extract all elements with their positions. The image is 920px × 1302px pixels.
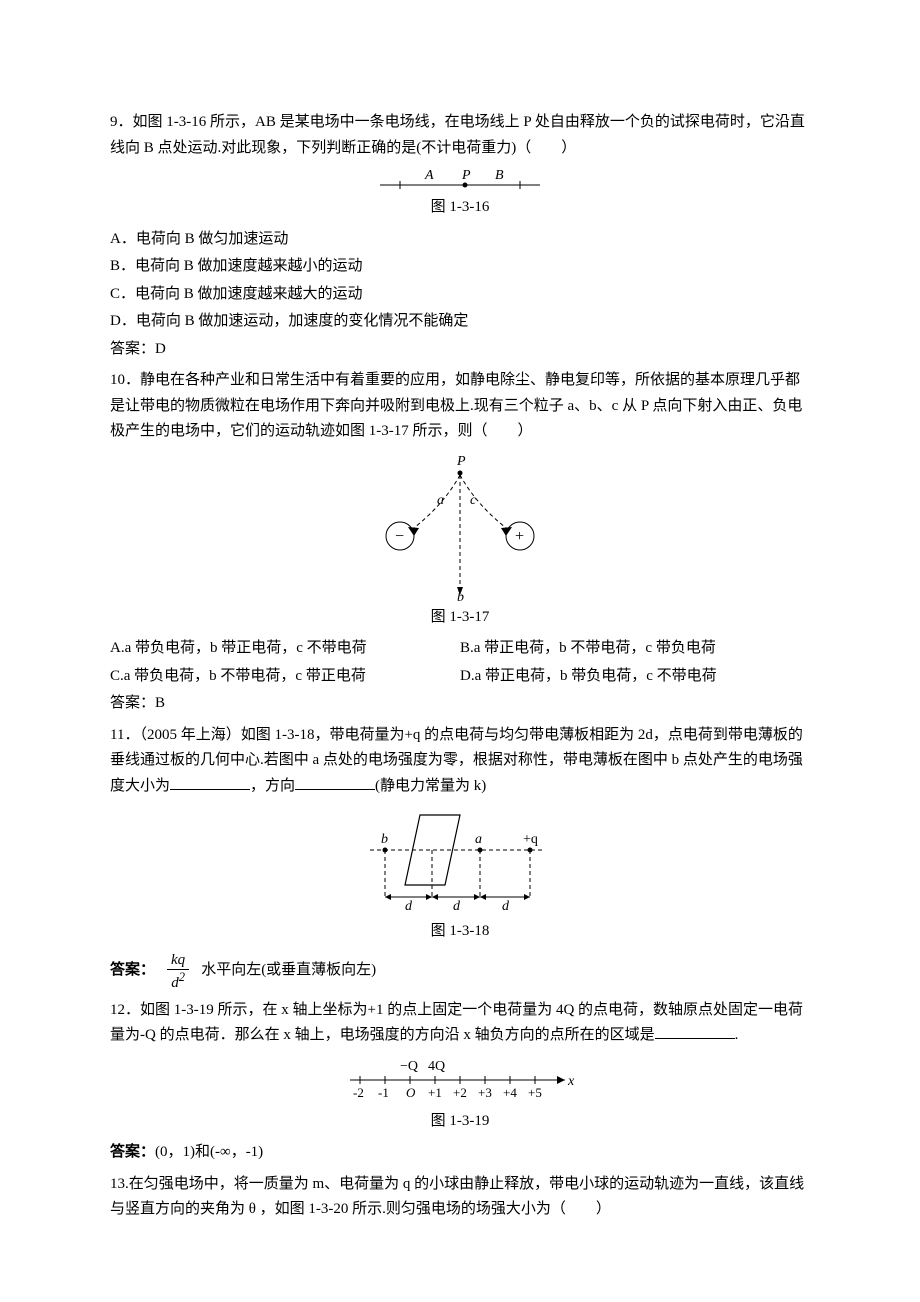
svg-text:+4: +4 xyxy=(503,1085,517,1100)
q11-answer-text: 水平向左(或垂直薄板向左) xyxy=(201,958,376,984)
question-10: 10．静电在各种产业和日常生活中有着重要的应用，如静电除尘、静电复印等，所依据的… xyxy=(110,368,810,445)
fig17-label-P: P xyxy=(456,454,466,469)
q11-frac-num: kq xyxy=(167,951,189,970)
svg-text:+5: +5 xyxy=(528,1085,542,1100)
question-9: 9．如图 1-3-16 所示，AB 是某电场中一条电场线，在电场线上 P 处自由… xyxy=(110,110,810,161)
q12-text-2: . xyxy=(735,1027,739,1043)
q9-answer-label: 答案： xyxy=(110,341,155,357)
q12-blank xyxy=(655,1023,735,1039)
question-11: 11．（2005 年上海）如图 1-3-18，带电荷量为+q 的点电荷与均匀带电… xyxy=(110,723,810,800)
fig16-label-A: A xyxy=(424,168,434,183)
q12-answer: 答案：(0，1)和(-∞，-1) xyxy=(110,1140,810,1166)
fig16-label-B: B xyxy=(495,168,504,183)
q9-answer: 答案：D xyxy=(110,337,810,363)
question-12: 12．如图 1-3-19 所示，在 x 轴上坐标为+1 的点上固定一个电荷量为 … xyxy=(110,998,810,1049)
q9-answer-value: D xyxy=(155,341,166,357)
fig17-plus-icon: + xyxy=(515,528,524,545)
q13-text: 在匀强电场中，将一质量为 m、电荷量为 q 的小球由静止释放，带电小球的运动轨迹… xyxy=(110,1176,804,1218)
fig18-d2: d xyxy=(453,899,461,914)
q9-opt-b: B．电荷向 B 做加速度越来越小的运动 xyxy=(110,254,810,280)
q11-text-3: (静电力常量为 k) xyxy=(375,778,486,794)
fig18-d3: d xyxy=(502,899,510,914)
q9-opt-a: A．电荷向 B 做匀加速运动 xyxy=(110,227,810,253)
q11-frac-den-sup: 2 xyxy=(179,970,185,984)
figure-1-3-19-caption: 图 1-3-19 xyxy=(110,1109,810,1135)
q10-answer: 答案：B xyxy=(110,691,810,717)
fig18-label-a: a xyxy=(475,832,482,847)
q11-number: 11． xyxy=(110,727,139,743)
svg-text:-1: -1 xyxy=(378,1085,389,1100)
q10-answer-value: B xyxy=(155,695,165,711)
svg-text:O: O xyxy=(406,1085,416,1100)
q10-opt-c: C.a 带负电荷，b 不带电荷，c 带正电荷 xyxy=(110,664,460,690)
q9-opt-d: D．电荷向 B 做加速运动，加速度的变化情况不能确定 xyxy=(110,309,810,335)
fig17-minus-icon: − xyxy=(395,528,404,545)
q12-answer-label: 答案： xyxy=(110,1144,155,1160)
q11-frac-den-base: d xyxy=(171,975,179,991)
q13-number: 13. xyxy=(110,1176,129,1192)
figure-1-3-16-caption: 图 1-3-16 xyxy=(110,195,810,221)
question-13: 13.在匀强电场中，将一质量为 m、电荷量为 q 的小球由静止释放，带电小球的运… xyxy=(110,1172,810,1223)
q10-number: 10． xyxy=(110,372,140,388)
q11-text-2: ，方向 xyxy=(250,778,295,794)
figure-1-3-18: b a +q d d d xyxy=(365,805,555,915)
figure-1-3-18-caption: 图 1-3-18 xyxy=(110,919,810,945)
fig17-label-c: c xyxy=(470,493,477,508)
q10-opt-d: D.a 带正电荷，b 带负电荷，c 不带电荷 xyxy=(460,664,810,690)
q12-answer-value: (0，1)和(-∞，-1) xyxy=(155,1144,263,1160)
figure-1-3-19: x -2 -1 O +1 +2 +3 +4 +5 −Q 4Q xyxy=(340,1055,580,1105)
q9-number: 9． xyxy=(110,114,133,130)
fig19-label-x: x xyxy=(567,1074,575,1089)
figure-1-3-16: A P B xyxy=(370,167,550,191)
fig19-label-mQ: −Q xyxy=(400,1059,418,1074)
svg-text:+2: +2 xyxy=(453,1085,467,1100)
fig16-label-P: P xyxy=(461,168,471,183)
q11-frac-den: d2 xyxy=(167,970,189,992)
q12-number: 12． xyxy=(110,1002,140,1018)
q10-options: A.a 带负电荷，b 带正电荷，c 不带电荷 B.a 带正电荷，b 不带电荷，c… xyxy=(110,636,810,691)
q11-answer-formula: kq d2 xyxy=(167,951,189,992)
q11-answer-label: 答案： xyxy=(110,958,155,984)
q9-opt-c: C．电荷向 B 做加速度越来越大的运动 xyxy=(110,282,810,308)
fig17-label-a: a xyxy=(437,493,444,508)
fig18-d1: d xyxy=(405,899,413,914)
svg-text:+1: +1 xyxy=(428,1085,442,1100)
q11-blank-1 xyxy=(170,774,250,790)
fig19-label-pQ: 4Q xyxy=(428,1059,445,1074)
figure-1-3-17-caption: 图 1-3-17 xyxy=(110,605,810,631)
q11-blank-2 xyxy=(295,774,375,790)
q10-answer-label: 答案： xyxy=(110,695,155,711)
q11-answer: 答案： kq d2 水平向左(或垂直薄板向左) xyxy=(110,951,810,992)
svg-text:+3: +3 xyxy=(478,1085,492,1100)
q10-opt-b: B.a 带正电荷，b 不带电荷，c 带负电荷 xyxy=(460,636,810,662)
q9-options: A．电荷向 B 做匀加速运动 B．电荷向 B 做加速度越来越小的运动 C．电荷向… xyxy=(110,227,810,335)
fig18-label-b: b xyxy=(381,832,388,847)
q9-text: 如图 1-3-16 所示，AB 是某电场中一条电场线，在电场线上 P 处自由释放… xyxy=(110,114,805,156)
q10-text: 静电在各种产业和日常生活中有着重要的应用，如静电除尘、静电复印等，所依据的基本原… xyxy=(110,372,802,439)
figure-1-3-17: P b − a + c xyxy=(375,451,545,601)
q10-opt-a: A.a 带负电荷，b 带正电荷，c 不带电荷 xyxy=(110,636,460,662)
svg-text:-2: -2 xyxy=(353,1085,364,1100)
fig18-label-q: +q xyxy=(523,832,538,847)
